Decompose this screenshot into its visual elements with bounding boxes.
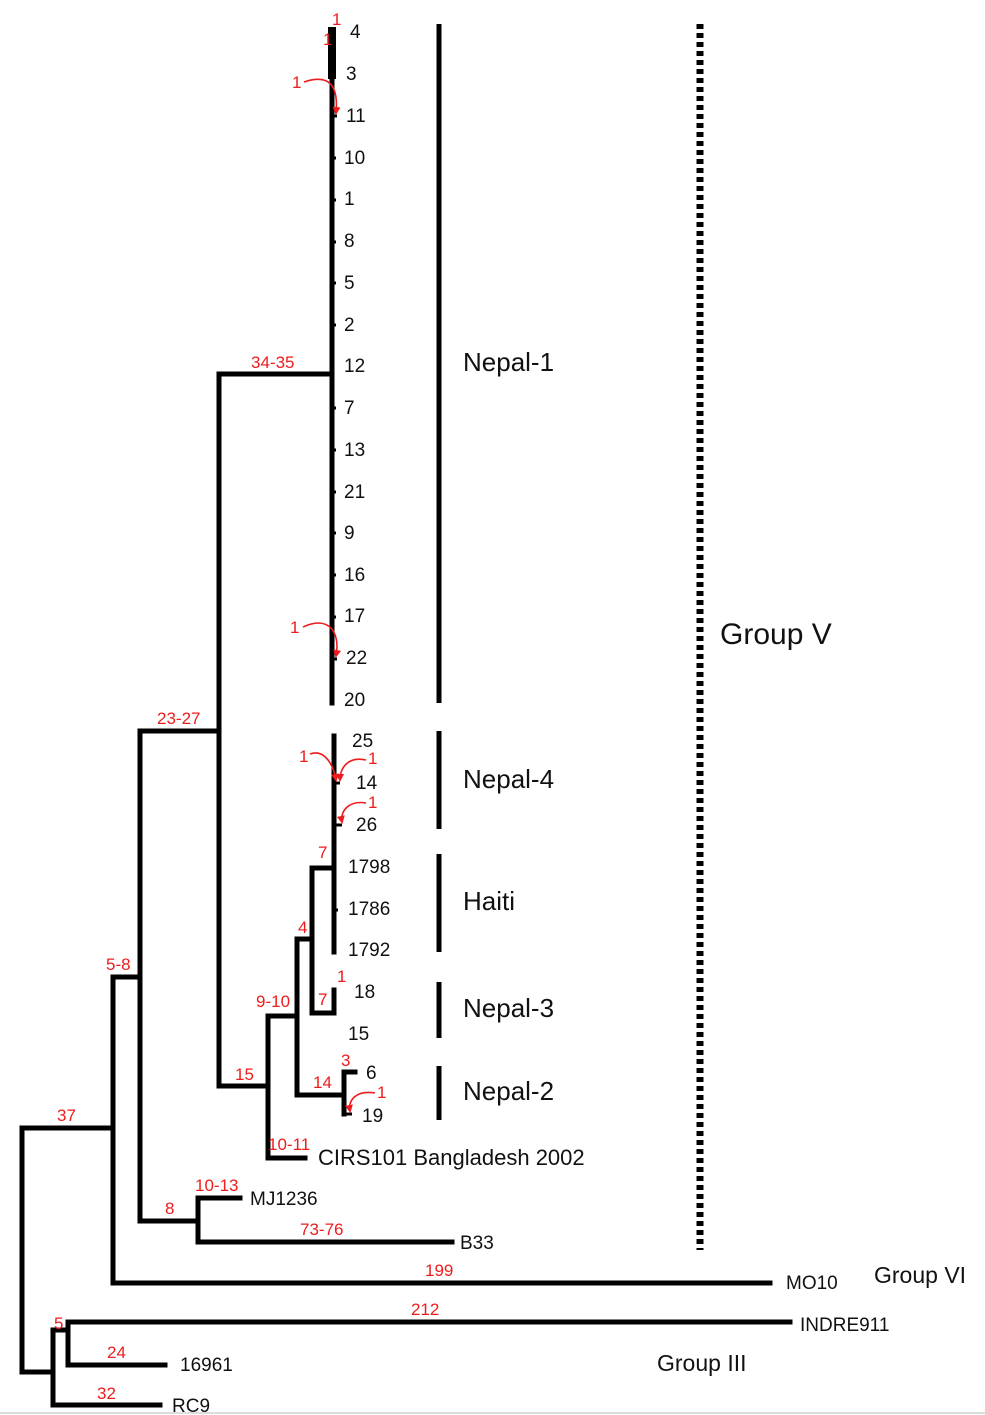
clade-labels: Nepal-1 Nepal-4 Haiti Nepal-3 Nepal-2 Gr… (463, 347, 966, 1376)
tip-label: 25 (352, 731, 373, 752)
tip-label-mj1236: MJ1236 (250, 1189, 318, 1210)
mutation-count: 199 (425, 1261, 453, 1280)
tip-label: 13 (344, 440, 365, 461)
clade-bars (436, 24, 704, 1250)
branch-910 (265, 936, 300, 1098)
mutation-count: 5-8 (106, 955, 131, 974)
arrow-to-26 (336, 801, 367, 824)
tip-label: 26 (356, 815, 377, 836)
mutation-count: 1 (368, 749, 377, 768)
branch-2327 (137, 371, 222, 1089)
group-label-vi: Group VI (874, 1262, 966, 1288)
tip-label: 19 (362, 1106, 383, 1127)
arrow-to-14-left (309, 752, 339, 782)
arrow-to-22 (302, 622, 342, 658)
mutation-count: 10-13 (195, 1176, 238, 1195)
tip-label: 1798 (348, 857, 390, 878)
mutation-count: 7 (318, 990, 327, 1009)
tip-label: 12 (344, 356, 365, 377)
tip-label: 3 (346, 64, 357, 85)
clade-label-haiti: Haiti (463, 886, 515, 916)
mutation-count: 1 (292, 73, 301, 92)
mutation-arrows (302, 78, 376, 1113)
mutation-count: 32 (97, 1384, 116, 1403)
branch-cirs101 (216, 1013, 308, 1161)
clade-label-nepal-4: Nepal-4 (463, 764, 554, 794)
tip-label: 6 (366, 1063, 377, 1084)
branch-rc9 (19, 1327, 163, 1408)
mutation-count: 1 (323, 30, 332, 49)
branch-nepal1 (216, 28, 335, 706)
mutation-count: 34-35 (251, 353, 294, 372)
group-label-v: Group V (720, 618, 832, 651)
mutation-count: 1 (337, 967, 346, 986)
tip-label: 22 (346, 648, 367, 669)
tip-label: 11 (346, 106, 366, 127)
clade-label-nepal-2: Nepal-2 (463, 1076, 554, 1106)
mutation-count: 4 (298, 918, 307, 937)
mutation-labels: 1 1 1 34-35 1 23-27 1 1 1 7 4 9-10 1 7 3… (54, 10, 453, 1403)
tip-label: 15 (348, 1024, 369, 1045)
tip-label: 4 (350, 22, 361, 43)
mutation-count: 23-27 (157, 709, 200, 728)
tip-label: 17 (344, 606, 365, 627)
tip-label-b33: B33 (460, 1233, 494, 1254)
tip-label-cirs101: CIRS101 Bangladesh 2002 (318, 1145, 585, 1170)
arrow-to-11 (303, 78, 341, 115)
mutation-count: 73-76 (300, 1220, 343, 1239)
mutation-count: 8 (165, 1199, 174, 1218)
clade-label-nepal-1: Nepal-1 (463, 347, 554, 377)
clade-label-nepal-3: Nepal-3 (463, 993, 554, 1023)
mutation-count: 5 (54, 1314, 63, 1333)
branch-mo10 (19, 974, 773, 1286)
tip-label-indre911: INDRE911 (800, 1315, 889, 1336)
mutation-count: 1 (377, 1083, 386, 1102)
mutation-count: 9-10 (256, 992, 290, 1011)
branch-nepal3 (309, 987, 337, 1016)
tip-labels: 4 3 11 10 1 8 5 2 12 7 13 21 9 16 17 22 … (172, 22, 889, 1415)
tip-label: 14 (356, 773, 378, 794)
tip-label-rc9: RC9 (172, 1396, 210, 1415)
tree-branches (19, 27, 793, 1408)
tip-label: 21 (344, 482, 365, 503)
branch-node4 (294, 865, 315, 1016)
group-label-iii: Group III (657, 1350, 746, 1376)
tip-label: 18 (354, 982, 375, 1003)
tip-label: 20 (344, 690, 365, 711)
mutation-count: 14 (313, 1073, 332, 1092)
branch-nepal2 (294, 1069, 358, 1117)
tip-label: 7 (344, 398, 355, 419)
mutation-count: 1 (332, 10, 341, 29)
mutation-count: 3 (341, 1051, 350, 1070)
mutation-count: 212 (411, 1300, 439, 1319)
tip-label: 1 (344, 189, 355, 210)
tip-label-mo10: MO10 (786, 1273, 838, 1294)
tip-label-16961: 16961 (180, 1355, 233, 1376)
mutation-count: 7 (318, 843, 327, 862)
branch-group-v (110, 728, 143, 1224)
mutation-count: 1 (299, 747, 308, 766)
tip-label: 1792 (348, 940, 390, 961)
branch-group-iii (50, 1319, 793, 1368)
arrow-to-19 (344, 1091, 376, 1113)
mutation-count: 24 (107, 1343, 126, 1362)
arrow-to-14-right (336, 758, 367, 782)
tip-label: 1786 (348, 899, 390, 920)
tip-ticks (332, 114, 352, 1116)
mutation-count: 37 (57, 1106, 76, 1125)
tip-label: 8 (344, 231, 355, 252)
mutation-count: 1 (368, 793, 377, 812)
mutation-count: 15 (235, 1065, 254, 1084)
tip-label: 10 (344, 148, 365, 169)
branch-mj1236-b33 (137, 1195, 455, 1245)
mutation-count: 1 (290, 618, 299, 637)
tip-label: 2 (344, 315, 355, 336)
tip-label: 5 (344, 273, 355, 294)
mutation-count: 10-11 (268, 1135, 310, 1154)
tip-label: 9 (344, 523, 355, 544)
tip-label: 16 (344, 565, 365, 586)
